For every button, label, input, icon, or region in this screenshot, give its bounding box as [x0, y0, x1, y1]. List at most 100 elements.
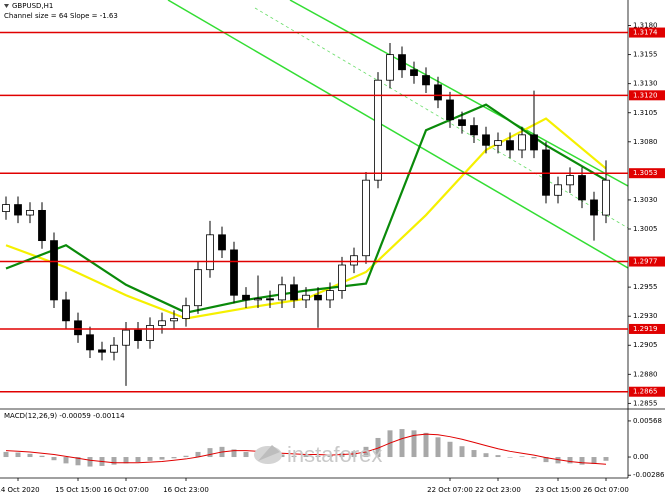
watermark-logo — [254, 445, 282, 464]
macd-bar — [339, 453, 345, 458]
candle-body — [386, 54, 394, 81]
candle-body — [122, 329, 130, 346]
candle-body — [326, 290, 334, 301]
candle-body — [266, 298, 274, 301]
y-tick-label: 1.3005 — [633, 225, 658, 233]
macd-bar — [459, 446, 465, 458]
candle-body — [74, 320, 82, 336]
candle-body — [110, 344, 118, 353]
x-tick-label: 26 Oct 07:00 — [583, 486, 629, 494]
macd-bar — [471, 450, 477, 458]
macd-bar — [231, 449, 237, 458]
macd-bar — [483, 453, 489, 458]
candle-body — [242, 294, 250, 301]
candle-body — [194, 269, 202, 307]
y-tick-label: 1.3130 — [633, 80, 658, 88]
x-tick-label: 22 Oct 23:00 — [475, 486, 521, 494]
level-label-box — [629, 27, 665, 38]
candle-body — [518, 134, 526, 151]
candle-body — [230, 249, 238, 296]
macd-bar — [51, 457, 57, 461]
y-tick-label: 1.2855 — [633, 399, 658, 407]
candle-body — [50, 240, 58, 301]
macd-bar — [399, 429, 405, 458]
candle-body — [350, 255, 358, 266]
candle-body — [506, 140, 514, 151]
candle-body — [398, 54, 406, 71]
macd-bar — [159, 457, 165, 460]
candle-body — [158, 320, 166, 326]
x-tick-label: 16 Oct 07:00 — [103, 486, 149, 494]
candle-body — [494, 140, 502, 146]
candle-body — [254, 298, 262, 301]
candle-body — [38, 209, 46, 242]
macd-bar — [135, 457, 141, 463]
candle-body — [410, 69, 418, 76]
channel-line — [289, 0, 629, 187]
level-label-box — [629, 323, 665, 334]
level-label: 1.3120 — [633, 91, 658, 99]
level-label-box — [629, 386, 665, 397]
macd-bar — [375, 437, 381, 458]
y-tick-label: 1.3105 — [633, 109, 658, 117]
macd-bar — [279, 454, 285, 458]
y-tick-label: 1.3180 — [633, 22, 658, 30]
candle-body — [590, 199, 598, 216]
candle-body — [206, 234, 214, 271]
candle-body — [530, 134, 538, 151]
candle-body — [566, 175, 574, 186]
macd-bar — [87, 457, 93, 467]
macd-bar — [327, 455, 333, 458]
y-tick-label: 1.2955 — [633, 283, 658, 291]
candle-body — [446, 99, 454, 121]
y-tick-label: 1.3155 — [633, 51, 658, 59]
channel-mid-line — [254, 7, 629, 229]
x-tick-label: 16 Oct 23:00 — [163, 486, 209, 494]
macd-bar — [567, 457, 573, 464]
macd-bar — [147, 457, 153, 461]
channel-lines — [167, 0, 629, 269]
candle-body — [134, 329, 142, 341]
y-tick-label: 1.2880 — [633, 370, 658, 378]
candle-body — [26, 209, 34, 216]
candle-body — [338, 264, 346, 291]
candle-body — [554, 184, 562, 196]
x-tick-label: 22 Oct 07:00 — [427, 486, 473, 494]
macd-tick-label: -0.00286 — [633, 471, 665, 479]
macd-bar — [303, 455, 309, 458]
macd-bar — [423, 432, 429, 458]
macd-bar — [495, 455, 501, 458]
macd-bar — [75, 457, 81, 466]
chart-title: GBPUSD,H1 — [12, 2, 53, 10]
macd-bar — [3, 451, 9, 458]
macd-bar — [291, 455, 297, 458]
y-tick-label: 1.3080 — [633, 138, 658, 146]
candle-body — [182, 305, 190, 319]
candle-body — [170, 318, 178, 322]
candle-body — [482, 134, 490, 146]
macd-bar — [579, 457, 585, 465]
macd-bar — [531, 457, 537, 459]
macd-bar — [591, 457, 597, 465]
level-label: 1.3053 — [633, 169, 658, 177]
candle-body — [374, 79, 382, 181]
level-label: 1.2865 — [633, 388, 658, 396]
macd-signal — [5, 433, 607, 465]
level-label: 1.3174 — [633, 29, 658, 37]
watermark: instaforex — [287, 442, 382, 467]
macd-bar — [111, 457, 117, 465]
x-tick-label: 14 Oct 2020 — [0, 486, 40, 494]
level-label-box — [629, 256, 665, 267]
channel-line — [167, 0, 629, 269]
candle-body — [602, 179, 610, 216]
macd-bar — [243, 451, 249, 458]
macd-bar — [207, 448, 213, 458]
candle-body — [2, 204, 10, 212]
candle-body — [86, 334, 94, 351]
macd-bar — [387, 430, 393, 458]
chart-subtitle: Channel size = 64 Slope = -1.63 — [4, 12, 118, 20]
macd-bar — [603, 457, 609, 461]
